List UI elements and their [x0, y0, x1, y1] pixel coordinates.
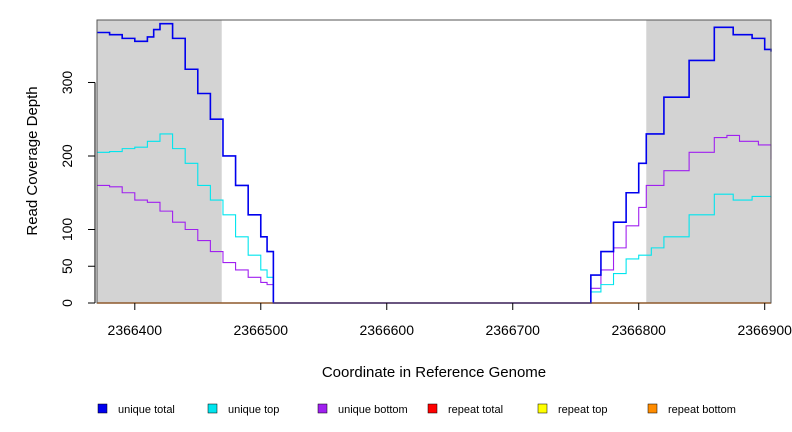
shaded-region-1 — [646, 20, 771, 303]
legend-label: repeat total — [448, 404, 503, 416]
x-axis: 2366400 2366500 2366600 2366700 2366800 23669… — [108, 303, 792, 338]
legend-swatch — [647, 403, 658, 414]
x-tick-label: 2366500 — [234, 322, 289, 338]
y-tick-label: 0 — [59, 299, 75, 307]
y-tick-label: 100 — [59, 218, 75, 242]
x-tick-label: 2366800 — [611, 322, 666, 338]
y-tick-label: 50 — [59, 258, 75, 274]
y-axis: 0 50 100 200 300 — [59, 71, 96, 307]
legend-swatch — [317, 403, 328, 414]
x-axis-title: Coordinate in Reference Genome — [322, 364, 546, 381]
x-tick-label: 2366400 — [108, 322, 163, 338]
series-line-unique-total — [97, 22, 772, 304]
x-tick-label: 2366900 — [737, 322, 792, 338]
legend: unique total unique top unique bottom repea… — [97, 403, 736, 416]
legend-swatch — [207, 403, 218, 414]
y-axis-title: Read Coverage Depth — [24, 86, 41, 235]
legend-label: unique bottom — [338, 404, 408, 416]
legend-swatch — [537, 403, 548, 414]
shaded-region-0 — [97, 20, 222, 303]
legend-label: unique top — [228, 404, 279, 416]
x-tick-label: 2366600 — [359, 322, 414, 338]
series-line-unique-top — [97, 133, 772, 304]
legend-swatch — [427, 403, 438, 414]
plot-frame — [96, 19, 772, 304]
x-tick-label: 2366700 — [485, 322, 540, 338]
legend-label: unique total — [118, 404, 175, 416]
legend-label: repeat top — [558, 404, 608, 416]
y-tick-label: 200 — [59, 144, 75, 168]
y-tick-label: 300 — [59, 71, 75, 95]
shaded-regions — [97, 20, 771, 303]
legend-label: repeat bottom — [668, 404, 736, 416]
legend-swatch — [97, 403, 108, 414]
